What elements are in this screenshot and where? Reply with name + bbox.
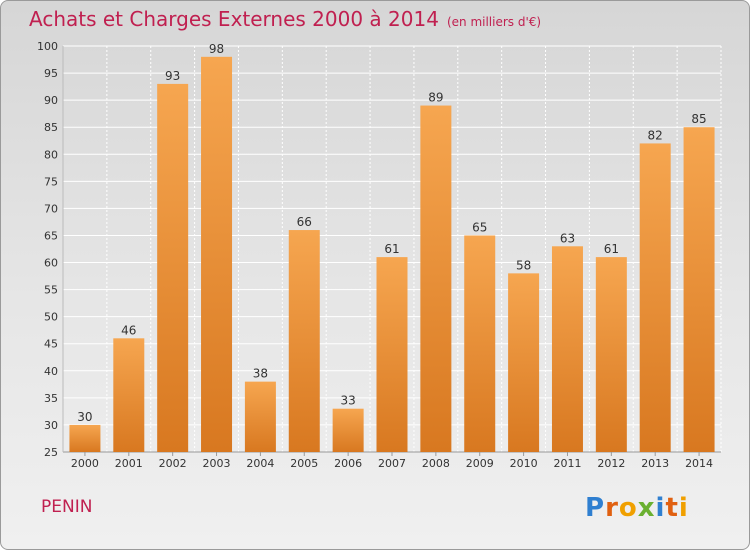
data-label-2000: 30 [77,410,92,424]
x-tick-label: 2012 [597,457,625,470]
bar-2007 [376,257,408,452]
data-label-2002: 93 [165,69,180,83]
data-label-2004: 38 [253,367,268,381]
x-tick-label: 2003 [203,457,231,470]
data-label-2014: 85 [691,112,706,126]
bar-2006 [332,408,364,452]
bar-2008 [420,105,452,453]
x-tick-label: 2014 [685,457,713,470]
x-tick-label: 2008 [422,457,450,470]
y-tick-label: 40 [44,365,58,378]
y-tick-label: 90 [44,94,58,107]
y-tick-label: 60 [44,257,58,270]
x-tick-label: 2010 [510,457,538,470]
x-tick-label: 2001 [115,457,143,470]
data-label-2013: 82 [648,128,663,142]
bar-2002 [157,83,189,452]
x-tick-label: 2009 [466,457,494,470]
data-label-2011: 63 [560,231,575,245]
commune-name: PENIN [41,497,93,517]
x-tick-label: 2006 [334,457,362,470]
y-tick-label: 30 [44,419,58,432]
bars [69,56,715,453]
y-tick-label: 25 [44,446,58,459]
y-tick-label: 45 [44,338,58,351]
data-labels: 30 46 93 98 38 66 33 61 89 65 58 63 61 82 85 [77,42,706,424]
data-label-2010: 58 [516,258,531,272]
y-tick-label: 70 [44,202,58,215]
data-label-2003: 98 [209,42,224,56]
data-label-2006: 33 [340,394,355,408]
bar-2001 [113,338,145,452]
x-tick-label: 2004 [246,457,274,470]
x-tick-label: 2007 [378,457,406,470]
x-tick-label: 2002 [159,457,187,470]
bar-2012 [595,257,627,452]
y-tick-label: 100 [37,40,58,53]
bar-2009 [464,235,496,452]
bar-2003 [201,56,233,453]
y-tick-label: 85 [44,121,58,134]
chart-subtitle: (en milliers d'€) [446,15,542,29]
axes: 25 30 35 40 45 50 55 60 65 70 75 80 85 90 95 100 2000 200… [37,40,721,470]
bar-2011 [551,246,583,452]
proxiti-logo: Proxiti [585,493,689,523]
y-tick-label: 50 [44,311,58,324]
data-label-2005: 66 [297,215,312,229]
y-tick-label: 35 [44,392,58,405]
bar-2000 [69,424,101,452]
y-tick-label: 80 [44,148,58,161]
x-tick-label: 2000 [71,457,99,470]
data-label-2001: 46 [121,323,136,337]
svg-text:Proxiti: Proxiti [585,493,689,523]
y-tick-label: 65 [44,229,58,242]
x-tick-label: 2013 [641,457,669,470]
chart-title: Achats et Charges Externes 2000 à 2014 (e… [29,7,541,31]
bar-2010 [508,273,540,452]
bar-2014 [683,127,715,452]
data-label-2007: 61 [384,242,399,256]
data-label-2009: 65 [472,220,487,234]
y-tick-label: 75 [44,175,58,188]
x-tick-label: 2011 [553,457,581,470]
bar-2005 [288,230,320,452]
y-tick-label: 55 [44,284,58,297]
chart-title-text: Achats et Charges Externes 2000 à 2014 [29,7,439,31]
y-tick-label: 95 [44,67,58,80]
bar-2013 [639,143,671,452]
bar-2004 [244,381,276,452]
data-label-2008: 89 [428,91,443,105]
data-label-2012: 61 [604,242,619,256]
x-tick-label: 2005 [290,457,318,470]
